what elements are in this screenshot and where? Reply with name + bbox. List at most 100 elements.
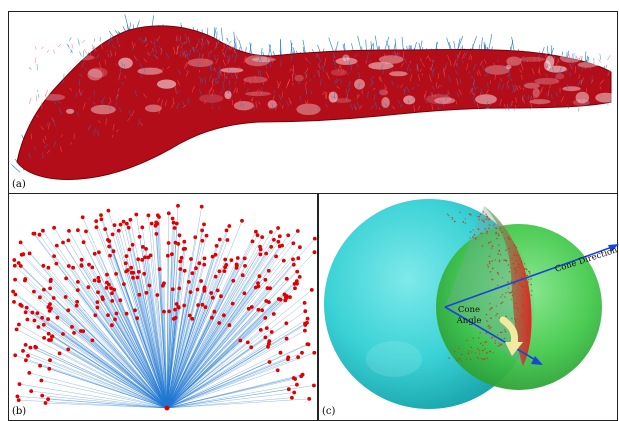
fan-endpoint	[25, 317, 30, 322]
fan-endpoint	[48, 358, 52, 363]
fan-endpoint	[170, 252, 174, 257]
normal-line	[124, 14, 130, 32]
surface-normal-tick	[107, 53, 109, 57]
surface-normal-tick	[98, 62, 101, 68]
surface-normal-tick	[81, 90, 83, 96]
surface-normal-tick	[330, 95, 334, 99]
fan-endpoint	[48, 302, 52, 306]
cap-point	[505, 315, 507, 318]
surface-normal-tick	[479, 60, 483, 66]
cap-point	[481, 232, 483, 235]
surface-normal-tick	[280, 59, 282, 67]
fan-endpoint	[199, 204, 204, 209]
surface-normal-tick	[523, 87, 525, 91]
fan-line	[102, 299, 168, 409]
surface-normal-tick	[236, 72, 238, 79]
surface-normal-tick	[255, 89, 259, 95]
fan-line	[166, 352, 281, 409]
surface-normal-tick	[473, 98, 476, 105]
cap-point	[495, 232, 497, 235]
surface-normal-tick	[565, 67, 569, 73]
fan-endpoint	[47, 366, 52, 371]
fan-endpoint	[110, 323, 114, 328]
fan-endpoint	[269, 245, 274, 249]
fan-line	[112, 300, 168, 409]
fan-endpoint	[312, 236, 317, 241]
surface-normal-tick	[70, 141, 72, 145]
cap-point	[514, 318, 516, 320]
surface-normal-tick	[417, 105, 421, 110]
surface-normal-tick	[525, 83, 529, 88]
surface-normal-tick	[261, 87, 264, 92]
fan-endpoint	[35, 311, 40, 315]
fan-endpoint	[240, 273, 245, 278]
fan-endpoint	[305, 316, 310, 321]
surface-highlight	[334, 98, 352, 103]
fan-endpoint	[269, 230, 273, 234]
fan-endpoint	[74, 303, 79, 308]
cap-point	[520, 277, 522, 279]
surface-normal-tick	[394, 51, 398, 59]
normal-line	[384, 36, 390, 51]
normal-line	[357, 35, 363, 53]
cap-point	[494, 339, 497, 342]
surface-normal-tick	[95, 54, 100, 59]
cap-point	[515, 270, 518, 272]
fan-line	[166, 311, 215, 409]
surface-normal-tick	[117, 88, 120, 93]
cap-point	[503, 337, 506, 340]
surface-normal-tick	[42, 138, 45, 144]
surface-normal-tick	[305, 67, 309, 73]
surface-normal-tick	[243, 56, 247, 64]
fan-line	[166, 220, 243, 409]
fan-line	[166, 342, 248, 409]
surface-normal-tick	[46, 50, 50, 53]
surface-normal-tick	[156, 67, 160, 70]
surface-normal-tick	[455, 70, 459, 76]
surface-normal-tick	[167, 66, 170, 69]
cap-point	[488, 255, 491, 258]
surface-normal-tick	[468, 53, 472, 60]
fan-endpoint	[86, 285, 91, 290]
surface-normal-tick	[506, 80, 510, 85]
cap-point	[486, 218, 488, 220]
fan-endpoint	[240, 218, 244, 223]
surface-highlight	[593, 57, 601, 67]
cap-point	[458, 358, 461, 360]
surface-normal-tick	[105, 49, 109, 54]
fan-endpoint	[202, 256, 207, 261]
cap-point	[497, 345, 499, 348]
surface-normal-tick	[85, 68, 88, 71]
surface-highlight	[523, 82, 540, 89]
surface-normal-tick	[305, 88, 308, 95]
fan-endpoint	[113, 317, 117, 322]
surface-normal-tick	[510, 58, 513, 63]
fan-endpoint	[112, 287, 117, 292]
fan-endpoint	[243, 264, 247, 268]
cap-point	[499, 253, 502, 256]
fan-line	[29, 372, 168, 409]
cap-point	[451, 218, 454, 220]
surface-normal-tick	[591, 79, 594, 84]
surface-normal-tick	[577, 64, 580, 69]
surface-normal-tick	[530, 95, 532, 100]
cap-point	[491, 307, 493, 309]
fan-line	[166, 318, 308, 409]
fan-line	[43, 265, 168, 409]
fan-endpoint	[49, 338, 53, 342]
surface-highlight	[244, 55, 271, 67]
fan-endpoint	[223, 257, 228, 262]
surface-normal-tick	[231, 71, 233, 79]
cap-point	[491, 245, 494, 247]
surface-normal-tick	[512, 86, 515, 93]
surface-normal-tick	[429, 74, 432, 82]
fan-endpoint	[48, 286, 52, 291]
surface-normal-tick	[506, 104, 509, 111]
surface-normal-tick	[184, 53, 186, 58]
surface-normal-tick	[374, 94, 376, 101]
fan-endpoint	[50, 334, 55, 339]
fan-endpoint	[197, 261, 202, 266]
fan-line	[166, 249, 261, 409]
surface-normal-tick	[547, 89, 550, 97]
surface-normal-tick	[345, 89, 348, 95]
